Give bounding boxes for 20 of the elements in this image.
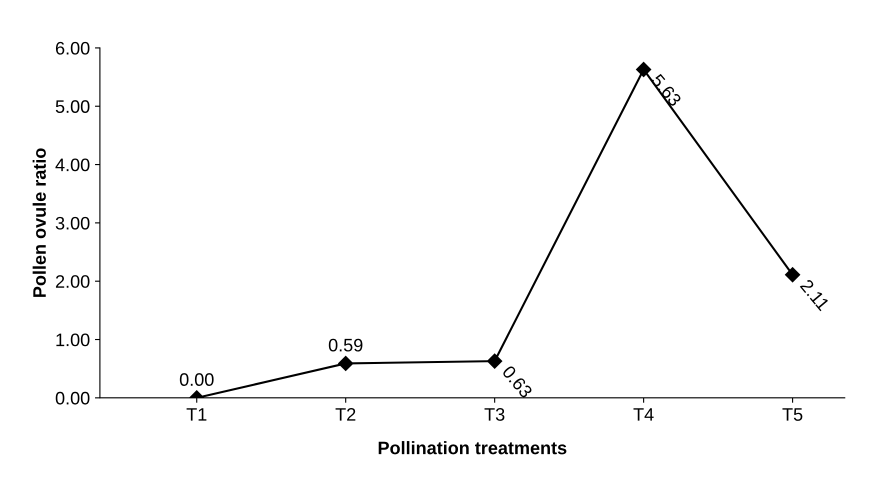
point bbox=[338, 356, 354, 372]
data-label: 0.00 bbox=[180, 373, 214, 386]
y-tick-label: 3.00 bbox=[56, 216, 90, 230]
y-tick-label: 2.00 bbox=[56, 275, 90, 288]
data-label: 0.59 bbox=[328, 338, 362, 352]
y-axis-title: Pollen ovule ratio bbox=[32, 148, 46, 297]
point bbox=[487, 354, 502, 369]
x-axis-title: Pollination treatments bbox=[378, 441, 566, 454]
x-tick-label: T3 bbox=[484, 408, 504, 421]
point bbox=[785, 267, 800, 282]
x-tick-label: T4 bbox=[633, 408, 654, 421]
x-tick-label: T1 bbox=[186, 408, 206, 421]
y-tick-label: 0.00 bbox=[56, 392, 90, 405]
y-tick-label: 4.00 bbox=[55, 158, 90, 172]
y-tick-label: 1.00 bbox=[56, 333, 90, 346]
y-tick-label: 6.00 bbox=[56, 42, 90, 55]
point bbox=[636, 62, 652, 78]
y-tick-label: 5.00 bbox=[56, 100, 90, 113]
x-tick-label: T2 bbox=[336, 408, 356, 421]
x-tick-label: T5 bbox=[782, 408, 802, 421]
